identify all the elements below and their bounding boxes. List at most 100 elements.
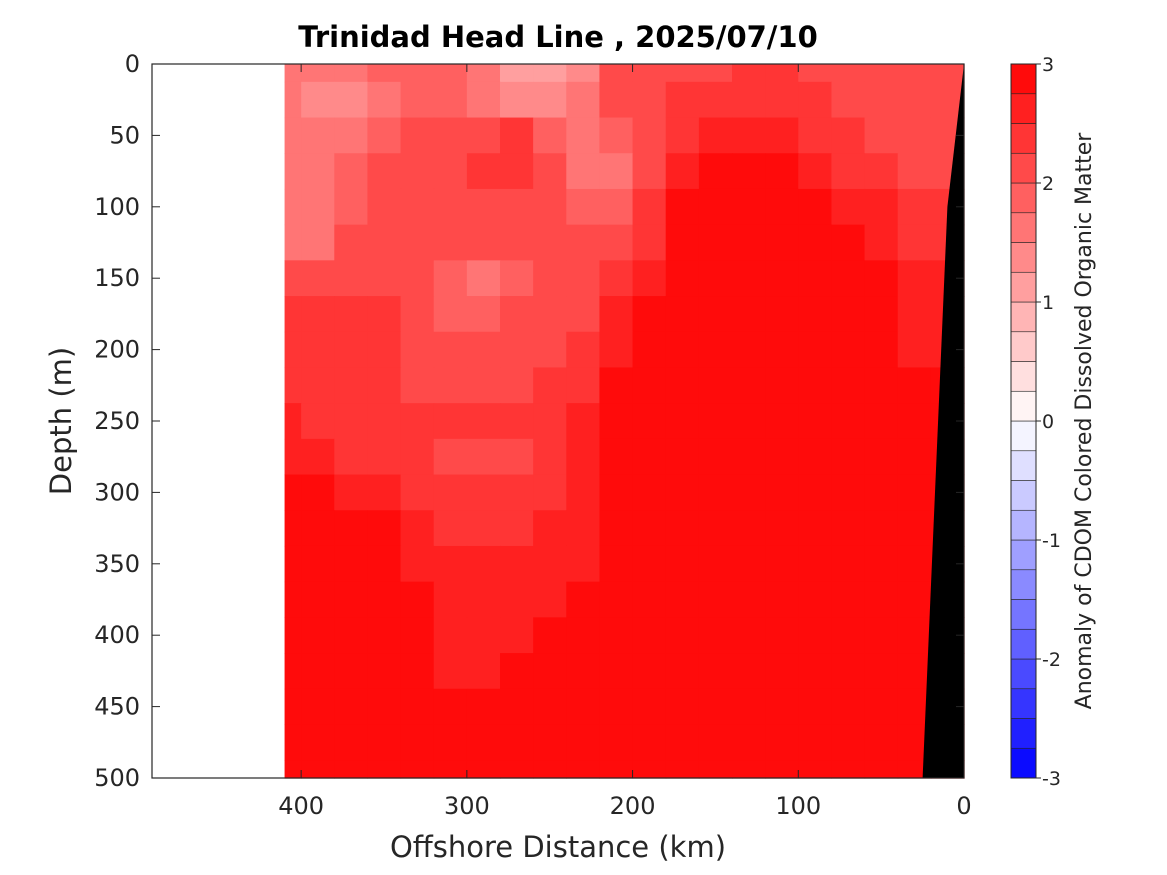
heatmap-cell — [897, 81, 932, 119]
heatmap-cell — [433, 81, 468, 119]
heatmap-cell — [533, 760, 567, 779]
heatmap-cell — [301, 188, 335, 226]
heatmap-cell — [632, 64, 667, 83]
heatmap-cell — [665, 617, 700, 654]
heatmap-cell — [798, 367, 833, 404]
heatmap-cell — [466, 403, 501, 440]
heatmap-cell — [599, 760, 634, 779]
heatmap-cell — [698, 331, 733, 369]
heatmap-cell — [632, 653, 667, 690]
heatmap-cell — [466, 724, 501, 761]
heatmap-cell — [533, 64, 567, 83]
heatmap-cell — [798, 474, 833, 511]
y-axis-label: Depth (m) — [44, 347, 78, 495]
heatmap-cell — [400, 81, 435, 119]
heatmap-cell — [698, 403, 733, 440]
heatmap-cell — [599, 153, 634, 190]
heatmap-cell — [732, 688, 766, 726]
heatmap-cell — [698, 545, 733, 583]
heatmap-cell — [765, 617, 799, 654]
heatmap-cell — [732, 188, 766, 226]
colorbar-tick-label: -1 — [1042, 530, 1061, 552]
heatmap-cell — [334, 224, 369, 261]
heatmap-cell — [400, 760, 435, 779]
x-axis-label: Offshore Distance (km) — [390, 830, 726, 864]
heatmap-cell — [301, 64, 335, 83]
heatmap-cell — [566, 688, 601, 726]
heatmap-cell — [433, 581, 468, 618]
heatmap-cell — [301, 117, 335, 154]
heatmap-cell — [897, 403, 932, 440]
heatmap-cell — [599, 510, 634, 547]
heatmap-cell — [864, 581, 899, 618]
heatmap-cell — [284, 760, 302, 779]
heatmap-cell — [897, 545, 932, 583]
heatmap-cell — [566, 367, 601, 404]
heatmap-cell — [632, 474, 667, 511]
heatmap-cell — [500, 581, 534, 618]
heatmap-cell — [334, 260, 369, 297]
heatmap-cell — [698, 188, 733, 226]
heatmap-cell — [334, 438, 369, 476]
heatmap-cell — [466, 331, 501, 369]
heatmap-cell — [798, 438, 833, 476]
heatmap-cell — [566, 510, 601, 547]
heatmap-cell — [400, 545, 435, 583]
heatmap-cell — [301, 760, 335, 779]
heatmap-cell — [798, 403, 833, 440]
heatmap-cell — [400, 331, 435, 369]
heatmap-cell — [831, 545, 866, 583]
heatmap-cell — [284, 545, 302, 583]
heatmap-cell — [864, 403, 899, 440]
heatmap-cell — [500, 331, 534, 369]
heatmap-cell — [433, 688, 468, 726]
heatmap-cell — [566, 224, 601, 261]
heatmap-cell — [284, 81, 302, 119]
heatmap-cell — [798, 153, 833, 190]
colorbar-swatch — [1010, 658, 1037, 690]
heatmap-cell — [433, 617, 468, 654]
heatmap-cell — [732, 153, 766, 190]
heatmap-cell — [400, 296, 435, 333]
heatmap-cell — [500, 188, 534, 226]
colorbar-swatch — [1010, 420, 1037, 452]
heatmap-cell — [301, 260, 335, 297]
heatmap-cell — [433, 260, 468, 297]
heatmap-cell — [632, 581, 667, 618]
heatmap-cell — [500, 545, 534, 583]
heatmap-cell — [732, 224, 766, 261]
heatmap-cell — [334, 81, 369, 119]
heatmap-cell — [433, 474, 468, 511]
heatmap-cell — [632, 617, 667, 654]
heatmap-cell — [765, 81, 799, 119]
colorbar-swatch — [1010, 509, 1037, 541]
heatmap-cell — [367, 760, 402, 779]
heatmap-cell — [466, 510, 501, 547]
heatmap-cell — [400, 153, 435, 190]
heatmap-cell — [864, 224, 899, 261]
x-axis-ticks: 400 300 200 100 0 — [278, 64, 972, 820]
heatmap-cell — [301, 367, 335, 404]
heatmap-cell — [665, 653, 700, 690]
heatmap-cell — [334, 474, 369, 511]
heatmap-cell — [698, 510, 733, 547]
heatmap-cell — [533, 81, 567, 119]
heatmap-cell — [466, 688, 501, 726]
heatmap-cell — [334, 510, 369, 547]
heatmap-cell — [831, 581, 866, 618]
heatmap-cell — [433, 510, 468, 547]
heatmap-cell — [500, 117, 534, 154]
heatmap-cell — [466, 653, 501, 690]
heatmap-cell — [897, 224, 932, 261]
heatmap-cell — [798, 510, 833, 547]
bathymetry-shape — [922, 64, 964, 778]
y-tick-label: 0 — [125, 50, 140, 78]
heatmap-cell — [632, 188, 667, 226]
heatmap-cell — [284, 474, 302, 511]
heatmap-cell — [284, 331, 302, 369]
heatmap-cell — [864, 153, 899, 190]
heatmap-cell — [732, 438, 766, 476]
heatmap-cell — [566, 474, 601, 511]
heatmap-cell — [500, 653, 534, 690]
heatmap-cell — [284, 296, 302, 333]
